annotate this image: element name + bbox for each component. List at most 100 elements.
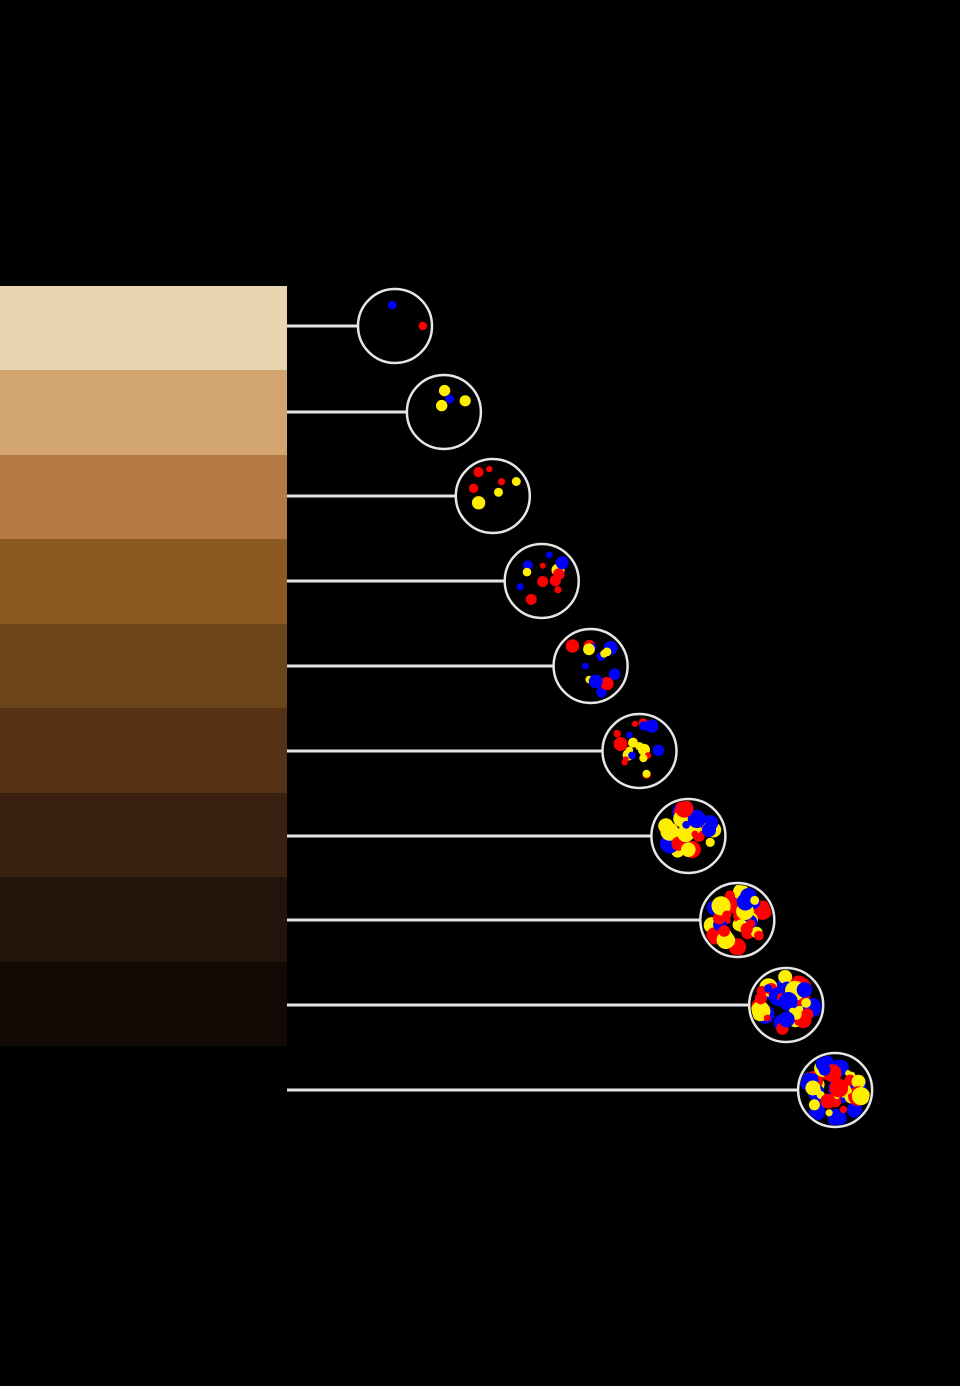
pigment-dot	[539, 562, 546, 569]
pigment-dot	[602, 647, 612, 657]
pigment-dot	[808, 1099, 820, 1111]
pigment-dot	[494, 487, 503, 497]
lens-group	[287, 457, 532, 535]
pigment-dot	[459, 395, 471, 407]
pigment-dot	[511, 477, 521, 486]
pigment-dot	[622, 756, 629, 763]
swatch	[0, 877, 287, 962]
pigment-dot	[525, 593, 537, 605]
pigment-dot	[438, 384, 451, 397]
pigment-dots	[800, 1055, 871, 1125]
pigment-dot	[516, 583, 524, 591]
pigment-dots	[516, 551, 569, 605]
swatch	[0, 962, 287, 1046]
pigment-dot	[613, 729, 621, 738]
lens-fill	[406, 375, 481, 449]
pigment-dot	[639, 754, 648, 763]
pigment-dot	[486, 465, 493, 473]
pigment-dot	[801, 1008, 814, 1021]
pigment-dot	[445, 394, 455, 404]
lens-group	[287, 373, 483, 451]
lens-ring	[650, 797, 727, 875]
pigment-dots	[468, 465, 521, 510]
pigment-dot	[705, 837, 715, 848]
pigment-dot	[565, 639, 580, 653]
swatch	[0, 455, 287, 540]
pigment-dot	[554, 586, 562, 594]
pigment-dot	[740, 922, 753, 936]
pigment-dot	[522, 560, 533, 571]
pigment-dots	[658, 801, 722, 859]
pigment-dot	[588, 674, 603, 689]
pigment-dots	[436, 384, 471, 412]
pigment-dot	[522, 567, 532, 577]
lens-fill	[358, 289, 432, 363]
pigment-dot	[718, 925, 730, 937]
pigment-dot	[820, 1093, 836, 1109]
pigment-dot	[839, 1105, 848, 1114]
pigment-dot	[736, 893, 754, 911]
pigment-dot	[754, 930, 764, 941]
pigment-dot	[704, 815, 715, 826]
pigment-dot	[468, 483, 479, 493]
lens-group	[287, 542, 580, 620]
pigment-dot	[582, 662, 589, 670]
pigment-dot	[497, 478, 506, 486]
pigment-dot	[639, 721, 649, 731]
lens-ring	[747, 966, 825, 1044]
pigment-dot	[555, 556, 569, 570]
pigment-dot	[537, 576, 549, 587]
swatch	[0, 286, 287, 371]
pigment-dot	[752, 1005, 765, 1018]
pigment-dot	[750, 895, 760, 905]
pigment-dot	[691, 830, 699, 838]
pigment-dot	[764, 984, 773, 993]
lens-group	[287, 881, 776, 959]
pigment-dot	[701, 822, 717, 838]
lens-group	[287, 712, 678, 790]
lens-group	[287, 1051, 874, 1129]
pigment-dots	[565, 639, 621, 698]
pigment-dot	[642, 769, 651, 778]
pigment-dot	[473, 467, 484, 478]
lens-ring	[454, 457, 532, 535]
pigment-dot	[608, 668, 621, 680]
lens-ring	[796, 1051, 874, 1129]
pigment-dot	[778, 1011, 795, 1028]
pigment-dot	[652, 744, 664, 756]
pigment-dot	[722, 910, 732, 920]
pigment-dots	[751, 970, 822, 1035]
pigment-dot	[628, 751, 636, 760]
pigment-dot	[818, 1063, 831, 1076]
pigment-dots	[703, 885, 773, 955]
lens-group	[287, 966, 825, 1044]
pigment-dot	[583, 643, 595, 656]
pigment-dot	[388, 300, 397, 310]
pigment-dot	[754, 992, 767, 1005]
pigment-dots	[613, 718, 664, 779]
pigment-dot	[600, 677, 614, 691]
swatches	[0, 286, 287, 1046]
pigment-dot	[549, 575, 561, 587]
lens-fill	[455, 459, 530, 533]
lens-ring	[356, 287, 434, 365]
pigment-dot	[596, 687, 607, 698]
pigment-dot	[763, 1014, 771, 1022]
swatch	[0, 793, 287, 878]
lens-ring	[601, 712, 678, 790]
pigment-dot	[724, 890, 736, 901]
swatch	[0, 624, 287, 709]
lens-ring	[552, 627, 629, 705]
pigment-dot	[613, 737, 628, 752]
pigment-dot	[687, 809, 706, 829]
pigment-dot	[626, 731, 633, 739]
lens-group	[287, 627, 629, 705]
pigment-dots	[388, 300, 427, 331]
swatch	[0, 539, 287, 624]
pigment-dot	[825, 1109, 833, 1117]
pigment-dot	[778, 992, 798, 1011]
pigment-dot	[436, 399, 448, 412]
pigment-dot	[851, 1074, 866, 1089]
